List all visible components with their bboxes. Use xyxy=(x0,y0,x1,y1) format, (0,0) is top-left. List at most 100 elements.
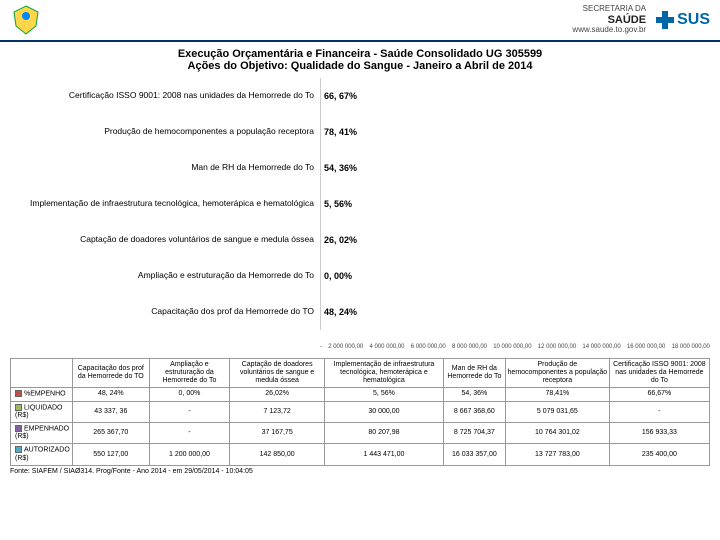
chart-row-value: 26, 02% xyxy=(324,235,357,245)
table-cell: 48, 24% xyxy=(73,388,150,401)
table-cell: 156 933,33 xyxy=(609,422,709,443)
data-table: Capacitação dos prof da Hemorrede do TOA… xyxy=(10,358,710,466)
legend-cell: AUTORIZADO (R$) xyxy=(11,444,73,465)
title-block: Execução Orçamentária e Financeira - Saú… xyxy=(0,42,720,76)
chart-row-bar-zone: 26, 02% xyxy=(320,222,710,258)
table-col-header: Captação de doadores voluntários de sang… xyxy=(230,359,325,388)
x-tick: 12 000 000,00 xyxy=(538,344,576,356)
chart-row-bar-zone: 48, 24% xyxy=(320,294,710,330)
chart-row: Captação de doadores voluntários de sang… xyxy=(10,222,710,258)
x-tick: 14 000 000,00 xyxy=(582,344,620,356)
chart-area: Certificação ISSO 9001: 2008 nas unidade… xyxy=(0,76,720,356)
table-cell: 26,02% xyxy=(230,388,325,401)
table-col-header: Ampliação e estruturação da Hemorrede do… xyxy=(149,359,230,388)
x-tick: 8 000 000,00 xyxy=(452,344,487,356)
data-table-wrap: Capacitação dos prof da Hemorrede do TOA… xyxy=(0,356,720,466)
secretaria-text-1: SECRETARIA DA xyxy=(572,5,646,14)
table-col-header: Capacitação dos prof da Hemorrede do TO xyxy=(73,359,150,388)
x-axis: -2 000 000,00 4 000 000,00 6 000 000,00 8 0… xyxy=(320,344,710,356)
chart-row-label: Implementação de infraestrutura tecnológ… xyxy=(10,199,320,209)
table-cell: 5, 56% xyxy=(325,388,444,401)
chart-row: Capacitação dos prof da Hemorrede do TO 4… xyxy=(10,294,710,330)
table-cell: 8 667 368,60 xyxy=(443,401,505,422)
legend-cell: EMPENHADO (R$) xyxy=(11,422,73,443)
chart-row-value: 78, 41% xyxy=(324,127,357,137)
x-tick: 2 000 000,00 xyxy=(328,344,363,356)
table-cell: 1 200 000,00 xyxy=(149,444,230,465)
table-cell: 16 033 357,00 xyxy=(443,444,505,465)
table-cell: - xyxy=(609,401,709,422)
table-cell: 8 725 704,37 xyxy=(443,422,505,443)
secretaria-url: www.saude.to.gov.br xyxy=(572,26,646,35)
chart-row: Produção de hemocomponentes a população … xyxy=(10,114,710,150)
table-col-header: Certificação ISSO 9001: 2008 nas unidade… xyxy=(609,359,709,388)
chart-row-value: 48, 24% xyxy=(324,307,357,317)
table-cell: 54, 36% xyxy=(443,388,505,401)
table-cell: 37 167,75 xyxy=(230,422,325,443)
title-line-2: Ações do Objetivo: Qualidade do Sangue -… xyxy=(10,60,710,72)
table-row: %EMPENHO48, 24%0, 00%26,02%5, 56%54, 36%… xyxy=(11,388,710,401)
table-col-header: Produção de hemocomponentes a população … xyxy=(505,359,609,388)
table-cell: 30 000,00 xyxy=(325,401,444,422)
table-col-header: Implementação de infraestrutura tecnológ… xyxy=(325,359,444,388)
table-cell: 235 400,00 xyxy=(609,444,709,465)
x-tick: - xyxy=(320,344,322,356)
chart-row-label: Ampliação e estruturação da Hemorrede do… xyxy=(10,271,320,281)
table-row: AUTORIZADO (R$)550 127,001 200 000,00142… xyxy=(11,444,710,465)
state-shield-icon xyxy=(10,4,42,36)
legend-swatch-icon xyxy=(15,425,22,432)
x-tick: 18 000 000,00 xyxy=(672,344,710,356)
chart-row-value: 0, 00% xyxy=(324,271,352,281)
secretaria-label: SECRETARIA DA SAÚDE www.saude.to.gov.br xyxy=(572,5,646,35)
chart-row-bar-zone: 5, 56% xyxy=(320,186,710,222)
chart-row-bar-zone: 0, 00% xyxy=(320,258,710,294)
chart-row-value: 5, 56% xyxy=(324,199,352,209)
table-cell: 5 079 031,65 xyxy=(505,401,609,422)
chart-row-value: 54, 36% xyxy=(324,163,357,173)
chart-row-label: Man de RH da Hemorrede do To xyxy=(10,163,320,173)
chart-row: Certificação ISSO 9001: 2008 nas unidade… xyxy=(10,78,710,114)
chart-row-value: 66, 67% xyxy=(324,91,357,101)
table-cell: 7 123,72 xyxy=(230,401,325,422)
x-tick: 6 000 000,00 xyxy=(411,344,446,356)
chart-row-bar-zone: 66, 67% xyxy=(320,78,710,114)
chart-row-bar-zone: 54, 36% xyxy=(320,150,710,186)
table-cell: 80 207,98 xyxy=(325,422,444,443)
legend-swatch-icon xyxy=(15,446,22,453)
table-cell: 10 764 301,02 xyxy=(505,422,609,443)
chart-row: Ampliação e estruturação da Hemorrede do… xyxy=(10,258,710,294)
chart-row-label: Produção de hemocomponentes a população … xyxy=(10,127,320,137)
table-cell: 78,41% xyxy=(505,388,609,401)
x-tick: 16 000 000,00 xyxy=(627,344,665,356)
chart-row-label: Certificação ISSO 9001: 2008 nas unidade… xyxy=(10,91,320,101)
table-cell: 43 337, 36 xyxy=(73,401,150,422)
sus-logo: SUS xyxy=(656,11,710,29)
footer-source: Fonte: SIAFEM / SIAØ314. Prog/Fonte - An… xyxy=(0,466,720,475)
legend-cell: %EMPENHO xyxy=(11,388,73,401)
table-col-header: Man de RH da Hemorrede do To xyxy=(443,359,505,388)
table-cell: 142 850,00 xyxy=(230,444,325,465)
chart-row: Man de RH da Hemorrede do To 54, 36% xyxy=(10,150,710,186)
chart-row-bar-zone: 78, 41% xyxy=(320,114,710,150)
chart-row: Implementação de infraestrutura tecnológ… xyxy=(10,186,710,222)
table-row: EMPENHADO (R$)265 367,70-37 167,7580 207… xyxy=(11,422,710,443)
table-cell: 13 727 783,00 xyxy=(505,444,609,465)
table-cell: 265 367,70 xyxy=(73,422,150,443)
header-bar: SECRETARIA DA SAÚDE www.saude.to.gov.br … xyxy=(0,0,720,42)
x-tick: 4 000 000,00 xyxy=(369,344,404,356)
table-cell: 0, 00% xyxy=(149,388,230,401)
plus-cross-icon xyxy=(656,11,674,29)
chart-row-label: Captação de doadores voluntários de sang… xyxy=(10,235,320,245)
table-cell: - xyxy=(149,422,230,443)
x-tick: 10 000 000,00 xyxy=(493,344,531,356)
header-right-group: SECRETARIA DA SAÚDE www.saude.to.gov.br … xyxy=(572,5,710,35)
title-line-1: Execução Orçamentária e Financeira - Saú… xyxy=(10,48,710,60)
chart-row-label: Capacitação dos prof da Hemorrede do TO xyxy=(10,307,320,317)
table-cell: 1 443 471,00 xyxy=(325,444,444,465)
sus-text: SUS xyxy=(677,11,710,29)
legend-cell: LIQUIDADO (R$) xyxy=(11,401,73,422)
table-cell: - xyxy=(149,401,230,422)
legend-swatch-icon xyxy=(15,390,22,397)
legend-swatch-icon xyxy=(15,404,22,411)
table-corner xyxy=(11,359,73,388)
